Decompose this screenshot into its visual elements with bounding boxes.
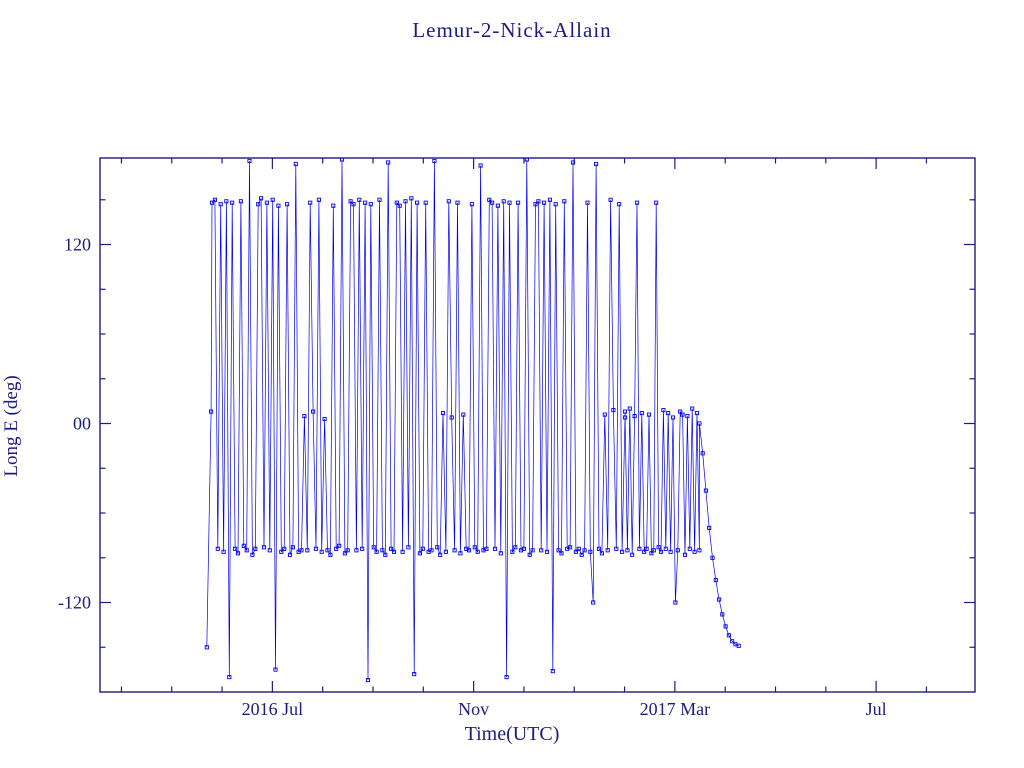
y-tick-label: 00 [73, 414, 91, 434]
plot-frame [99, 157, 976, 693]
x-tick-label: Nov [458, 699, 489, 719]
y-tick-label: 120 [64, 235, 91, 255]
y-tick-label: -120 [58, 593, 91, 613]
x-tick-label: 2017 Mar [640, 699, 711, 719]
data-series [204, 158, 741, 683]
x-axis-label: Time(UTC) [464, 723, 560, 745]
x-tick-label: 2016 Jul [242, 699, 304, 719]
x-tick-label: Jul [866, 699, 887, 719]
chart-title: Lemur-2-Nick-Allain [412, 18, 612, 42]
